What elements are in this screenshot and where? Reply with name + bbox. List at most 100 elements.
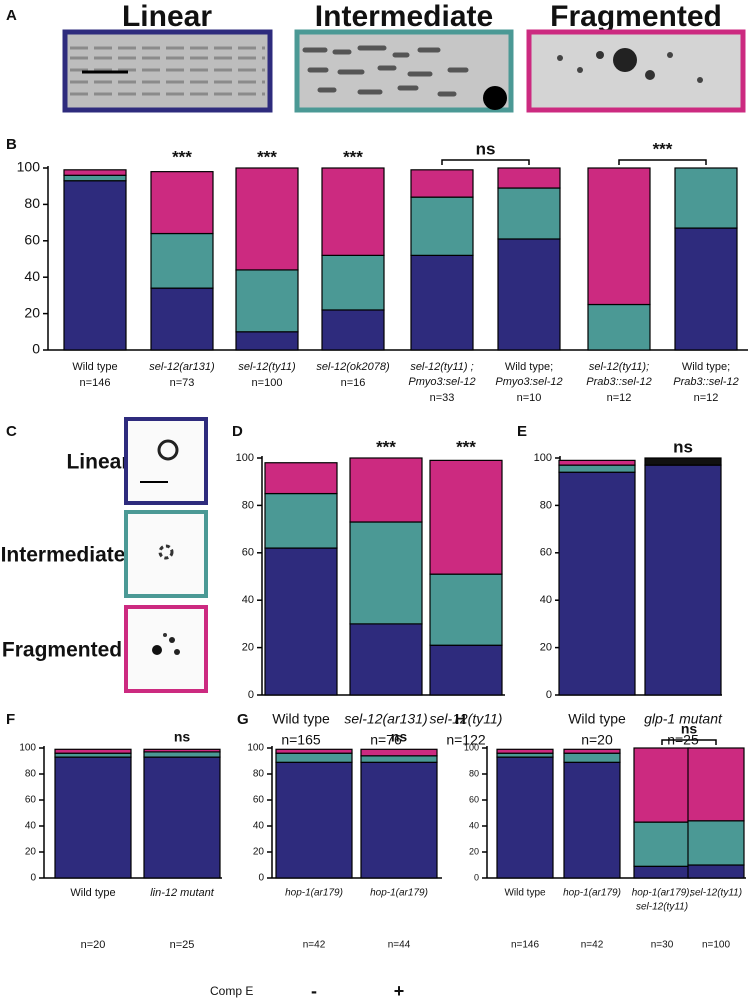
bar-segment xyxy=(360,755,438,763)
panel-letter: F xyxy=(6,711,15,728)
comp-e-value: - xyxy=(311,981,317,1001)
bar-segment xyxy=(674,227,738,351)
bar-segment xyxy=(54,756,132,879)
y-tick-label: 100 xyxy=(534,452,552,464)
x-tick-label: Wild type; xyxy=(682,361,730,373)
bar-segment xyxy=(63,180,127,351)
bar-segment xyxy=(264,462,338,495)
significance: *** xyxy=(257,147,277,166)
significance: *** xyxy=(343,147,363,166)
x-tick-label: Prab3::sel-12 xyxy=(586,376,651,388)
y-tick-label: 40 xyxy=(25,821,37,832)
y-tick-label: 60 xyxy=(253,795,265,806)
x-tick-label: Wild type xyxy=(272,711,330,727)
y-tick-label: 80 xyxy=(469,768,479,778)
sample-size: n=33 xyxy=(430,392,455,404)
y-tick-label: 80 xyxy=(242,499,254,511)
y-tick-label: 0 xyxy=(474,872,479,882)
bar-segment xyxy=(563,761,621,879)
bar-segment xyxy=(235,167,299,271)
x-tick-label: sel-12(ty11) xyxy=(238,361,296,373)
bar-segment xyxy=(264,492,338,549)
x-tick-label: Wild type xyxy=(70,887,115,899)
bar-segment xyxy=(264,547,338,696)
y-tick-label: 100 xyxy=(236,452,254,464)
sample-size: n=165 xyxy=(281,732,321,748)
panel-letter: A xyxy=(6,7,17,24)
sample-size: n=122 xyxy=(446,732,486,748)
bar-segment xyxy=(563,752,621,763)
x-tick-label: sel-12(ar131) xyxy=(344,711,427,727)
bar-segment xyxy=(674,167,738,229)
significance: *** xyxy=(456,437,476,456)
bar-segment xyxy=(644,464,722,696)
bar-segment xyxy=(558,471,636,696)
bar-segment xyxy=(360,761,438,879)
bar-segment xyxy=(496,756,554,879)
bar-segment xyxy=(687,820,745,866)
y-tick-label: 60 xyxy=(25,795,37,806)
bar-segment xyxy=(360,748,438,757)
chart-panel: F 0 20 40 60 80 100 Wild type n=20 lin-12 mutant n… xyxy=(6,711,222,951)
bar-segment xyxy=(633,821,691,867)
class-label: Fragmented xyxy=(2,639,122,662)
y-tick-label: 20 xyxy=(253,847,265,858)
chart-panel: G 0 20 40 60 80 100 hop-1(ar179) n=42 hop-1(ar179… xyxy=(210,711,442,1001)
bar-segment xyxy=(429,459,503,575)
class-label: Fragmented xyxy=(550,0,722,33)
sample-size: n=73 xyxy=(170,377,195,389)
x-tick-label: hop-1(ar179) xyxy=(370,888,428,899)
micrograph-intermediate xyxy=(124,510,208,598)
significance: ns xyxy=(174,729,191,745)
y-tick-label: 0 xyxy=(258,873,264,884)
micrograph-linear xyxy=(62,29,273,113)
bar-segment xyxy=(143,751,221,758)
y-tick-label: 20 xyxy=(469,846,479,856)
bar-segment xyxy=(558,464,636,473)
bar-segment xyxy=(633,865,691,879)
significance: ns xyxy=(681,721,698,737)
class-label: Linear xyxy=(122,0,212,33)
chart-panel: D 0 20 40 60 80 100 Wild type n=165 sel-12(ar131)… xyxy=(232,423,505,748)
class-label: Linear xyxy=(66,451,129,474)
sample-size: n=100 xyxy=(702,940,731,951)
sample-size: n=25 xyxy=(170,939,195,951)
x-tick-label: sel-12(ar131) xyxy=(149,361,215,373)
bar-segment xyxy=(687,864,745,879)
sample-size: n=20 xyxy=(81,939,106,951)
x-tick-label: sel-12(ok2078) xyxy=(316,361,390,373)
bar-segment xyxy=(150,171,214,235)
y-tick-label: 80 xyxy=(540,499,552,511)
bar-segment xyxy=(497,238,561,351)
bar-segment xyxy=(235,331,299,351)
comp-e-label: Comp E xyxy=(210,984,253,998)
class-label: Intermediate xyxy=(315,0,493,33)
sample-size: n=100 xyxy=(252,377,283,389)
bar-segment xyxy=(150,287,214,351)
bar-segment xyxy=(587,303,651,351)
class-label: Intermediate xyxy=(1,544,126,567)
x-tick-label: Wild type xyxy=(504,888,546,899)
significance: *** xyxy=(376,437,396,456)
bar-segment xyxy=(63,174,127,182)
sample-size: n=146 xyxy=(511,940,540,951)
comp-e-value: + xyxy=(394,981,405,1001)
bar-segment xyxy=(275,748,353,754)
bar-segment xyxy=(321,167,385,256)
micrograph-intermediate xyxy=(294,29,514,113)
bar-segment xyxy=(687,747,745,822)
bar-segment xyxy=(321,309,385,351)
x-tick-label: lin-12 mutant xyxy=(150,887,215,899)
significance-bracket xyxy=(441,159,530,165)
micrograph-linear xyxy=(124,417,208,505)
x-tick-label: hop-1(ar179); xyxy=(632,888,693,899)
sample-size: n=16 xyxy=(341,377,366,389)
x-tick-label: Wild type; xyxy=(505,361,553,373)
x-tick-label: Wild type xyxy=(568,711,626,727)
bar-segment xyxy=(275,752,353,763)
bar-segment xyxy=(349,623,423,696)
y-tick-label: 100 xyxy=(19,743,36,754)
y-tick-label: 40 xyxy=(242,594,254,606)
x-tick-label: sel-12(ty11) xyxy=(430,711,503,727)
bar-segment xyxy=(429,644,503,696)
